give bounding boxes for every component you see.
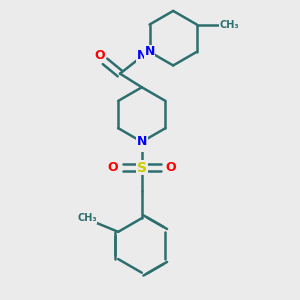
Text: S: S [137, 161, 147, 175]
Text: O: O [165, 161, 176, 174]
Text: CH₃: CH₃ [220, 20, 239, 29]
Text: CH₃: CH₃ [77, 213, 97, 223]
Text: N: N [136, 50, 147, 62]
Text: N: N [144, 45, 155, 58]
Text: N: N [136, 138, 147, 151]
Text: N: N [136, 135, 147, 148]
Text: O: O [108, 161, 119, 174]
Text: O: O [94, 50, 105, 62]
